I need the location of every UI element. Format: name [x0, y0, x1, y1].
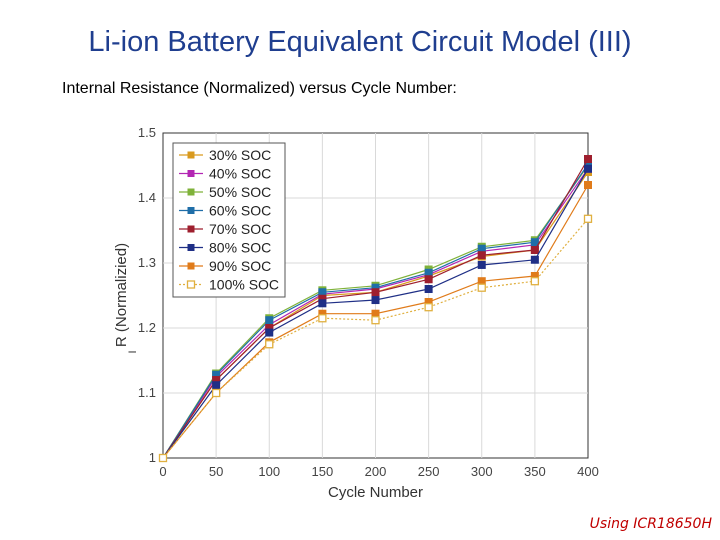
data-point-marker: [265, 328, 274, 337]
y-tick-label: 1.4: [138, 190, 156, 205]
legend-entry: 90% SOC: [179, 258, 271, 274]
legend-box: [172, 142, 286, 298]
data-point-marker: [318, 299, 327, 308]
legend-marker: [187, 188, 195, 196]
y-axis-label-main: R (Normalizied): [113, 243, 130, 347]
x-tick-label: 300: [471, 464, 493, 479]
series-group: [158, 155, 593, 463]
y-tick-label: 1.5: [138, 125, 156, 140]
y-tick-labels: 1 1.1 1.2 1.3 1.4 1.5: [138, 125, 156, 465]
x-tick-label: 50: [209, 464, 223, 479]
y-tick-label: 1.2: [138, 320, 156, 335]
data-point-marker: [211, 388, 221, 398]
legend-entry: 70% SOC: [179, 221, 271, 237]
data-point-marker: [530, 238, 539, 247]
footnote: Using ICR18650H: [589, 516, 712, 532]
data-point-marker: [265, 340, 274, 349]
data-point-marker: [424, 303, 433, 312]
legend-label: 50% SOC: [209, 184, 271, 200]
y-tick-label: 1: [149, 450, 156, 465]
series-line: [159, 164, 592, 462]
data-point-marker: [371, 296, 380, 305]
legend-marker: [187, 151, 195, 159]
legend-marker: [186, 280, 196, 289]
data-point-marker: [371, 316, 380, 325]
x-tick-labels: 0 50 100 150 200 250 300 350 400: [159, 464, 598, 479]
y-tick-label: 1.3: [138, 255, 156, 270]
data-point-marker: [318, 288, 327, 297]
x-tick-label: 100: [258, 464, 280, 479]
legend-label: 70% SOC: [209, 221, 271, 237]
legend-label: 60% SOC: [209, 203, 271, 219]
data-point-marker: [424, 285, 433, 293]
legend-entry: 100% SOC: [179, 277, 279, 293]
data-point-marker: [477, 260, 486, 269]
legend-label: 80% SOC: [209, 240, 271, 256]
data-point-marker: [477, 283, 486, 292]
legend-marker: [187, 207, 195, 214]
data-point-marker: [424, 275, 433, 284]
legend-entry: 60% SOC: [179, 203, 271, 219]
legend-marker: [187, 244, 195, 251]
legend-entry: 50% SOC: [179, 184, 271, 200]
legend-entry: 40% SOC: [179, 166, 271, 182]
slide-subtitle: Internal Resistance (Normalized) versus …: [62, 80, 457, 97]
data-point-marker: [212, 381, 221, 390]
legend-label: 40% SOC: [209, 166, 271, 182]
legend-marker: [187, 262, 195, 270]
x-tick-label: 0: [159, 464, 166, 479]
data-point-marker: [424, 268, 433, 277]
legend-label: 30% SOC: [209, 147, 271, 163]
data-point-marker: [477, 244, 486, 253]
data-point-marker: [584, 181, 592, 189]
legend-label: 90% SOC: [209, 258, 271, 274]
legend-marker: [187, 170, 195, 177]
data-point-marker: [530, 246, 539, 254]
x-tick-label: 150: [312, 464, 334, 479]
legend: 30% SOC 40% SOC 50% SOC 60% SOC 70% SOC 80% S…: [172, 142, 286, 298]
y-tick-label: 1.1: [138, 385, 156, 400]
data-point-marker: [584, 155, 592, 163]
legend-marker: [187, 225, 195, 233]
data-point-marker: [477, 251, 486, 260]
legend-label: 100% SOC: [209, 277, 279, 293]
series-line: [158, 214, 593, 463]
data-point-marker: [583, 214, 593, 223]
y-axis-label: R (Normalizied): [113, 243, 130, 347]
slide-title: Li-ion Battery Equivalent Circuit Model …: [88, 26, 632, 58]
data-point-marker: [158, 453, 168, 463]
y-axis-label-subscript: I: [127, 350, 139, 353]
data-point-marker: [371, 288, 380, 297]
x-tick-label: 250: [418, 464, 440, 479]
x-tick-label: 200: [365, 464, 387, 479]
series-line: [159, 155, 592, 462]
data-point-marker: [318, 314, 327, 323]
x-tick-label: 350: [524, 464, 546, 479]
data-point-marker: [265, 316, 274, 325]
data-point-marker: [584, 164, 592, 173]
legend-entry: 80% SOC: [179, 240, 271, 256]
legend-entry: 30% SOC: [179, 147, 271, 163]
x-axis-label: Cycle Number: [328, 484, 423, 501]
data-point-marker: [530, 255, 539, 264]
data-point-marker: [530, 277, 540, 286]
x-tick-label: 400: [577, 464, 599, 479]
